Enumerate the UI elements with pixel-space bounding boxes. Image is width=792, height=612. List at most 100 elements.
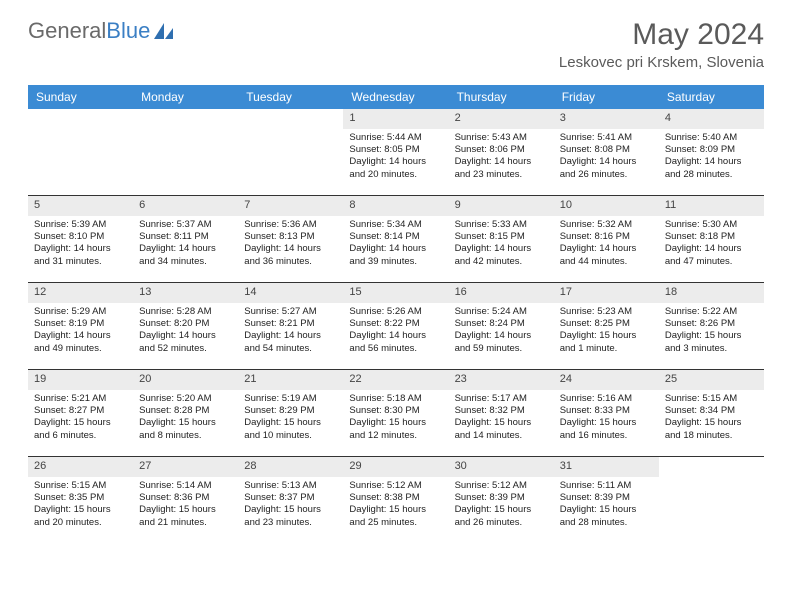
sunrise-text: Sunrise: 5:40 AM (665, 132, 758, 144)
daylight1-text: Daylight: 14 hours (560, 243, 653, 255)
day-number: 22 (343, 370, 448, 390)
sunset-text: Sunset: 8:19 PM (34, 318, 127, 330)
sunrise-text: Sunrise: 5:32 AM (560, 219, 653, 231)
day-header: Saturday (659, 85, 764, 109)
day-number: 30 (449, 457, 554, 477)
sunset-text: Sunset: 8:18 PM (665, 231, 758, 243)
sunrise-text: Sunrise: 5:17 AM (455, 393, 548, 405)
day-info: Sunrise: 5:23 AMSunset: 8:25 PMDaylight:… (554, 303, 659, 360)
sunrise-text: Sunrise: 5:13 AM (244, 480, 337, 492)
sunset-text: Sunset: 8:34 PM (665, 405, 758, 417)
day-number: 10 (554, 196, 659, 216)
sunset-text: Sunset: 8:11 PM (139, 231, 232, 243)
calendar-cell: 4Sunrise: 5:40 AMSunset: 8:09 PMDaylight… (659, 109, 764, 195)
sunrise-text: Sunrise: 5:21 AM (34, 393, 127, 405)
calendar-cell: 11Sunrise: 5:30 AMSunset: 8:18 PMDayligh… (659, 196, 764, 282)
sunset-text: Sunset: 8:13 PM (244, 231, 337, 243)
sunset-text: Sunset: 8:26 PM (665, 318, 758, 330)
daylight2-text: and 23 minutes. (455, 169, 548, 181)
day-header: Friday (554, 85, 659, 109)
calendar-cell: 30Sunrise: 5:12 AMSunset: 8:39 PMDayligh… (449, 457, 554, 543)
calendar-cell: 29Sunrise: 5:12 AMSunset: 8:38 PMDayligh… (343, 457, 448, 543)
daylight2-text: and 16 minutes. (560, 430, 653, 442)
logo-sail-icon (153, 22, 175, 40)
daylight1-text: Daylight: 15 hours (349, 504, 442, 516)
daylight2-text: and 31 minutes. (34, 256, 127, 268)
day-info: Sunrise: 5:36 AMSunset: 8:13 PMDaylight:… (238, 216, 343, 273)
sunset-text: Sunset: 8:39 PM (560, 492, 653, 504)
daylight1-text: Daylight: 15 hours (455, 417, 548, 429)
daylight1-text: Daylight: 15 hours (560, 330, 653, 342)
sunrise-text: Sunrise: 5:33 AM (455, 219, 548, 231)
day-info: Sunrise: 5:44 AMSunset: 8:05 PMDaylight:… (343, 129, 448, 186)
calendar-cell: 15Sunrise: 5:26 AMSunset: 8:22 PMDayligh… (343, 283, 448, 369)
day-number: 11 (659, 196, 764, 216)
day-number: 6 (133, 196, 238, 216)
calendar-cell: 31Sunrise: 5:11 AMSunset: 8:39 PMDayligh… (554, 457, 659, 543)
day-number: 14 (238, 283, 343, 303)
day-header: Wednesday (343, 85, 448, 109)
day-info: Sunrise: 5:12 AMSunset: 8:39 PMDaylight:… (449, 477, 554, 534)
sunrise-text: Sunrise: 5:23 AM (560, 306, 653, 318)
sunrise-text: Sunrise: 5:11 AM (560, 480, 653, 492)
day-info: Sunrise: 5:43 AMSunset: 8:06 PMDaylight:… (449, 129, 554, 186)
day-number: 7 (238, 196, 343, 216)
calendar-cell: 17Sunrise: 5:23 AMSunset: 8:25 PMDayligh… (554, 283, 659, 369)
daylight1-text: Daylight: 15 hours (34, 504, 127, 516)
calendar-cell: 2Sunrise: 5:43 AMSunset: 8:06 PMDaylight… (449, 109, 554, 195)
day-number: 29 (343, 457, 448, 477)
daylight1-text: Daylight: 15 hours (244, 417, 337, 429)
sunrise-text: Sunrise: 5:20 AM (139, 393, 232, 405)
calendar-cell: 10Sunrise: 5:32 AMSunset: 8:16 PMDayligh… (554, 196, 659, 282)
daylight2-text: and 47 minutes. (665, 256, 758, 268)
daylight2-text: and 3 minutes. (665, 343, 758, 355)
calendar-cell: 9Sunrise: 5:33 AMSunset: 8:15 PMDaylight… (449, 196, 554, 282)
day-info: Sunrise: 5:37 AMSunset: 8:11 PMDaylight:… (133, 216, 238, 273)
day-number: 1 (343, 109, 448, 129)
daylight2-text: and 1 minute. (560, 343, 653, 355)
day-number (238, 109, 343, 115)
day-info: Sunrise: 5:32 AMSunset: 8:16 PMDaylight:… (554, 216, 659, 273)
daylight1-text: Daylight: 14 hours (139, 243, 232, 255)
daylight2-text: and 52 minutes. (139, 343, 232, 355)
daylight1-text: Daylight: 14 hours (34, 243, 127, 255)
sunrise-text: Sunrise: 5:26 AM (349, 306, 442, 318)
daylight2-text: and 42 minutes. (455, 256, 548, 268)
calendar-cell: 21Sunrise: 5:19 AMSunset: 8:29 PMDayligh… (238, 370, 343, 456)
sunset-text: Sunset: 8:05 PM (349, 144, 442, 156)
calendar-week: 12Sunrise: 5:29 AMSunset: 8:19 PMDayligh… (28, 282, 764, 369)
calendar-cell: 19Sunrise: 5:21 AMSunset: 8:27 PMDayligh… (28, 370, 133, 456)
daylight2-text: and 21 minutes. (139, 517, 232, 529)
day-info: Sunrise: 5:17 AMSunset: 8:32 PMDaylight:… (449, 390, 554, 447)
sunrise-text: Sunrise: 5:37 AM (139, 219, 232, 231)
sunset-text: Sunset: 8:29 PM (244, 405, 337, 417)
day-number: 28 (238, 457, 343, 477)
daylight2-text: and 49 minutes. (34, 343, 127, 355)
sunrise-text: Sunrise: 5:41 AM (560, 132, 653, 144)
sunrise-text: Sunrise: 5:39 AM (34, 219, 127, 231)
day-info: Sunrise: 5:15 AMSunset: 8:34 PMDaylight:… (659, 390, 764, 447)
day-header: Sunday (28, 85, 133, 109)
day-header: Tuesday (238, 85, 343, 109)
daylight1-text: Daylight: 14 hours (455, 243, 548, 255)
daylight2-text: and 20 minutes. (349, 169, 442, 181)
logo-text-2: Blue (106, 18, 150, 44)
daylight1-text: Daylight: 15 hours (560, 504, 653, 516)
day-number (28, 109, 133, 115)
calendar: Sunday Monday Tuesday Wednesday Thursday… (28, 85, 764, 543)
daylight2-text: and 25 minutes. (349, 517, 442, 529)
day-info: Sunrise: 5:22 AMSunset: 8:26 PMDaylight:… (659, 303, 764, 360)
day-info: Sunrise: 5:18 AMSunset: 8:30 PMDaylight:… (343, 390, 448, 447)
calendar-cell (659, 457, 764, 543)
daylight2-text: and 12 minutes. (349, 430, 442, 442)
calendar-cell: 7Sunrise: 5:36 AMSunset: 8:13 PMDaylight… (238, 196, 343, 282)
day-info: Sunrise: 5:39 AMSunset: 8:10 PMDaylight:… (28, 216, 133, 273)
daylight2-text: and 28 minutes. (560, 517, 653, 529)
day-number: 21 (238, 370, 343, 390)
calendar-cell: 5Sunrise: 5:39 AMSunset: 8:10 PMDaylight… (28, 196, 133, 282)
daylight1-text: Daylight: 15 hours (665, 417, 758, 429)
day-number: 26 (28, 457, 133, 477)
sunset-text: Sunset: 8:16 PM (560, 231, 653, 243)
day-info: Sunrise: 5:15 AMSunset: 8:35 PMDaylight:… (28, 477, 133, 534)
calendar-week: 19Sunrise: 5:21 AMSunset: 8:27 PMDayligh… (28, 369, 764, 456)
